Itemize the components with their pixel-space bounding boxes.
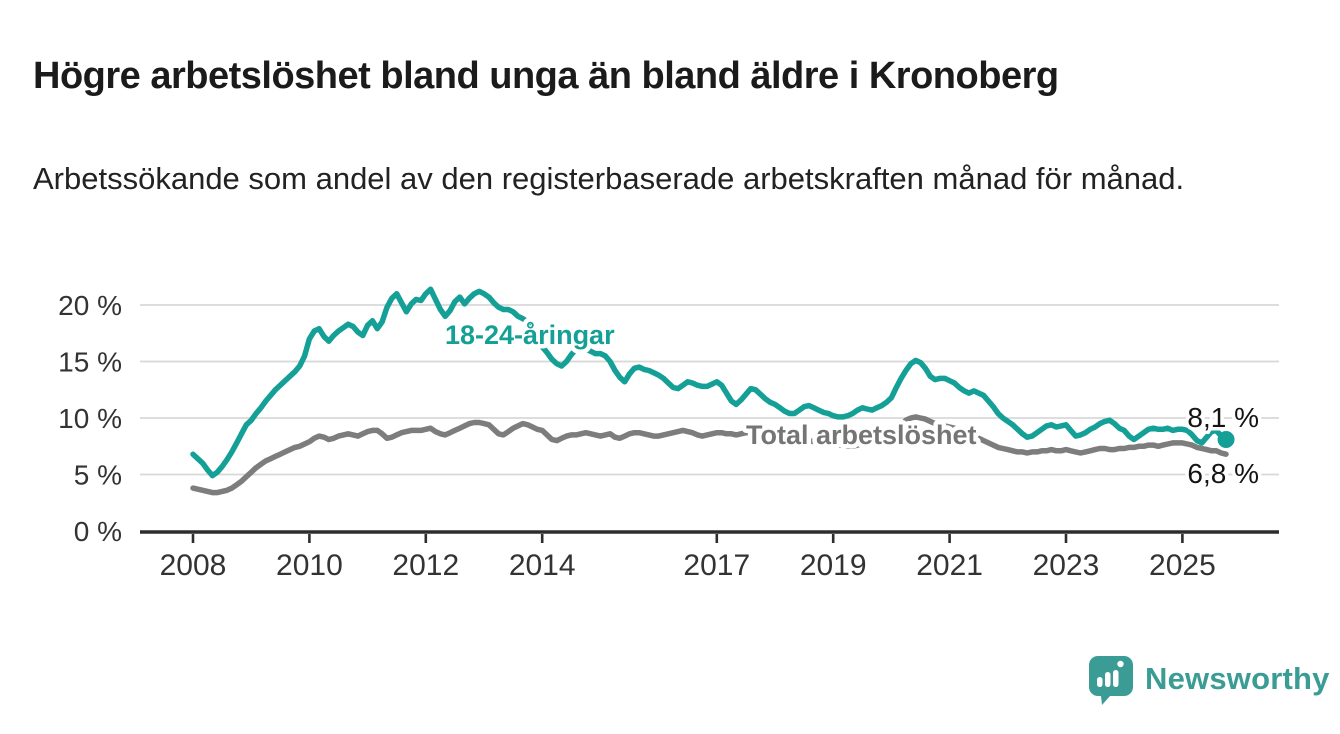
x-tick-label: 2012: [392, 549, 459, 582]
x-tick-label: 2023: [1033, 549, 1100, 582]
series-line-young: [190, 286, 1229, 479]
x-tick-label: 2014: [509, 549, 576, 582]
y-tick-label: 20 %: [58, 290, 122, 321]
chart-subtitle: Arbetssökande som andel av den registerb…: [33, 161, 1185, 196]
x-tick-label: 2025: [1149, 549, 1216, 582]
y-tick-label: 5 %: [74, 460, 122, 491]
x-tick-label: 2010: [276, 549, 343, 582]
newsworthy-logo-icon: [1089, 656, 1133, 705]
x-tick-label: 2019: [800, 549, 867, 582]
series-label-young: 18-24-åringar: [445, 320, 615, 350]
unemployment-line-chart: 0 % 5 % 10 % 15 % 20 % 2008 2010 2012 2014 2017 20…: [58, 286, 1279, 582]
bar-dot: [1117, 660, 1124, 668]
y-tick-label: 15 %: [58, 347, 122, 378]
end-label-total: 6,8 %: [1187, 458, 1259, 489]
end-label-young: 8,1 %: [1187, 402, 1259, 433]
page-title: Högre arbetslöshet bland unga än bland ä…: [33, 55, 1059, 98]
brand-footer: Newsworthy: [1086, 653, 1330, 705]
y-tick-label: 0 %: [74, 516, 122, 547]
x-tick-label: 2008: [160, 549, 227, 582]
x-tick-label: 2021: [916, 549, 983, 582]
bar-3: [1113, 670, 1119, 687]
bar-1: [1097, 677, 1103, 687]
brand-wordmark: Newsworthy: [1145, 661, 1330, 696]
series-label-total: Total arbetslöshet: [746, 420, 977, 450]
bar-2: [1105, 672, 1111, 687]
x-tick-label: 2017: [683, 549, 750, 582]
series-line-total: [190, 414, 1229, 496]
series-end-dot: [1217, 430, 1235, 448]
speech-bubble-shape: [1089, 656, 1133, 705]
y-tick-label: 10 %: [58, 403, 122, 434]
